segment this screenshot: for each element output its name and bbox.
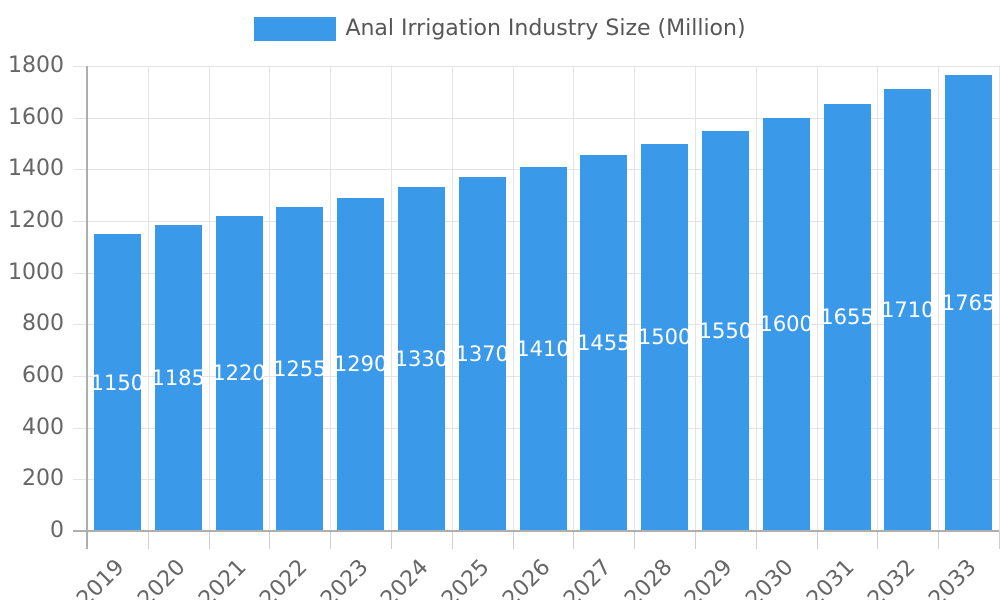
bar-value-label: 1150 bbox=[90, 370, 145, 395]
y-axis-line bbox=[86, 66, 88, 549]
x-axis-tick bbox=[816, 531, 818, 549]
x-gridline bbox=[877, 66, 879, 531]
legend-swatch-icon bbox=[254, 17, 337, 41]
x-gridline bbox=[573, 66, 575, 531]
x-axis-label-2031: 2031 bbox=[802, 554, 860, 600]
x-axis-label-2028: 2028 bbox=[619, 554, 678, 600]
x-axis-label-2027: 2027 bbox=[559, 554, 617, 600]
bar-2022[interactable] bbox=[276, 206, 324, 531]
x-axis-label-2020: 2020 bbox=[133, 554, 191, 600]
x-axis-tick bbox=[512, 531, 514, 549]
x-axis-tick bbox=[147, 531, 149, 549]
x-axis-tick bbox=[330, 531, 332, 549]
bar-value-label: 1600 bbox=[759, 312, 813, 337]
x-axis-label-2019: 2019 bbox=[72, 554, 130, 600]
x-gridline bbox=[451, 66, 453, 531]
y-axis-tick-label: 600 bbox=[22, 363, 64, 388]
bar-2023[interactable] bbox=[337, 197, 385, 531]
x-axis-tick bbox=[208, 531, 210, 549]
x-axis-label-2022: 2022 bbox=[255, 554, 313, 600]
bar-2030[interactable] bbox=[762, 117, 810, 531]
bar-2024[interactable] bbox=[397, 187, 445, 531]
bar-value-label: 1500 bbox=[637, 325, 692, 350]
x-axis-label-2029: 2029 bbox=[680, 554, 738, 600]
y-gridline bbox=[73, 117, 999, 119]
bar-value-label: 1330 bbox=[394, 347, 449, 372]
x-gridline bbox=[512, 66, 514, 531]
bar-value-label: 1255 bbox=[273, 356, 327, 381]
x-axis-label-2032: 2032 bbox=[863, 554, 921, 600]
bar-value-label: 1370 bbox=[455, 342, 509, 366]
y-axis-tick-label: 1200 bbox=[8, 208, 64, 233]
bar-value-label: 1550 bbox=[698, 318, 753, 343]
bar-2027[interactable] bbox=[580, 155, 628, 531]
legend[interactable]: Anal Irrigation Industry Size (Million) bbox=[0, 16, 1000, 42]
y-gridline bbox=[73, 66, 999, 67]
x-axis-tick bbox=[695, 531, 696, 549]
bar-2026[interactable] bbox=[519, 166, 567, 531]
x-gridline bbox=[938, 66, 940, 531]
y-axis-tick-label: 1800 bbox=[8, 53, 64, 78]
x-gridline bbox=[391, 66, 392, 531]
y-axis-tick-label: 0 bbox=[50, 518, 64, 543]
x-axis-label-2025: 2025 bbox=[437, 554, 495, 600]
x-gridline bbox=[695, 66, 696, 531]
x-gridline bbox=[330, 66, 332, 531]
x-axis-tick bbox=[755, 531, 757, 549]
x-gridline bbox=[208, 66, 210, 531]
y-axis-tick-label: 200 bbox=[22, 466, 64, 492]
bar-2020[interactable] bbox=[154, 224, 202, 531]
bar-2019[interactable] bbox=[93, 233, 141, 531]
bar-value-label: 1655 bbox=[820, 305, 874, 330]
bar-value-label: 1410 bbox=[516, 336, 570, 361]
bar-2031[interactable] bbox=[823, 103, 871, 531]
bar-value-label: 1455 bbox=[577, 331, 631, 356]
x-axis-label-2030: 2030 bbox=[741, 554, 799, 600]
y-axis-tick-label: 800 bbox=[22, 311, 64, 337]
x-axis-tick bbox=[573, 531, 575, 549]
x-axis-tick bbox=[877, 531, 879, 549]
x-axis-label-2024: 2024 bbox=[376, 554, 434, 600]
x-axis-line bbox=[73, 530, 999, 532]
x-axis-tick bbox=[634, 531, 636, 549]
x-axis-label-2023: 2023 bbox=[315, 554, 374, 600]
y-axis-tick-label: 1400 bbox=[8, 156, 64, 182]
bar-value-label: 1220 bbox=[212, 361, 266, 386]
bar-2025[interactable] bbox=[458, 177, 506, 531]
x-axis-tick bbox=[269, 531, 271, 549]
bar-2021[interactable] bbox=[215, 215, 263, 531]
y-axis-tick-label: 400 bbox=[22, 414, 64, 440]
y-axis-tick-label: 1000 bbox=[8, 259, 64, 285]
bar-value-label: 1765 bbox=[941, 291, 996, 315]
x-axis-tick bbox=[451, 531, 453, 549]
x-axis-tick bbox=[391, 531, 392, 549]
bar-2033[interactable] bbox=[945, 75, 993, 531]
y-axis-tick-label: 1600 bbox=[8, 104, 64, 130]
legend-series-label: Anal Irrigation Industry Size (Million) bbox=[345, 16, 746, 41]
x-gridline bbox=[816, 66, 818, 531]
x-gridline bbox=[755, 66, 757, 531]
bar-2032[interactable] bbox=[884, 89, 932, 531]
x-axis-tick bbox=[938, 531, 940, 549]
x-axis-label-2026: 2026 bbox=[498, 554, 556, 600]
x-gridline bbox=[147, 66, 149, 531]
bar-2029[interactable] bbox=[701, 130, 749, 531]
x-axis-label-2033: 2033 bbox=[923, 554, 982, 600]
x-gridline bbox=[269, 66, 271, 531]
bar-value-label: 1710 bbox=[881, 298, 935, 323]
x-axis-label-2021: 2021 bbox=[194, 554, 252, 600]
bar-2028[interactable] bbox=[641, 143, 689, 531]
bar-value-label: 1290 bbox=[333, 352, 388, 377]
x-gridline bbox=[634, 66, 636, 531]
bar-value-label: 1185 bbox=[151, 365, 205, 390]
